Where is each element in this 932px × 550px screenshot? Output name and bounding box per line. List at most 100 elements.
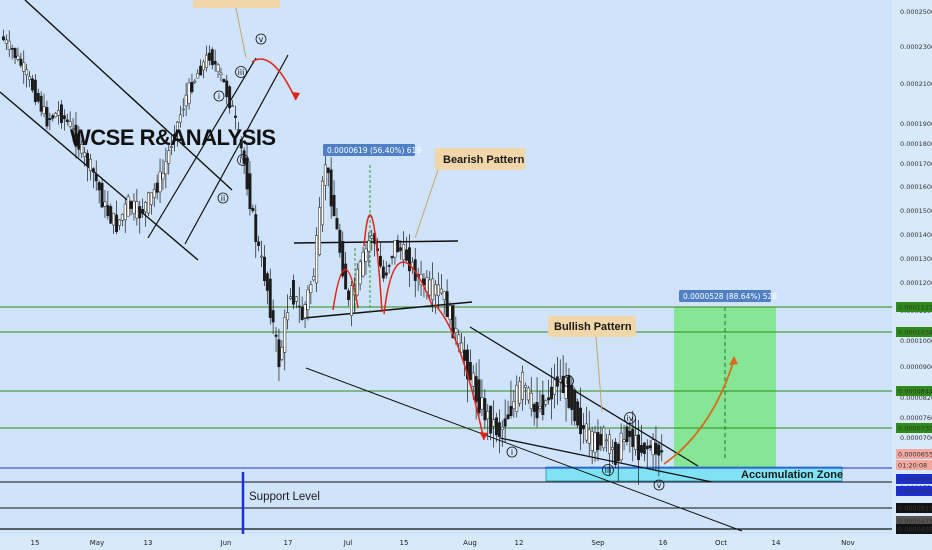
candle-body bbox=[228, 86, 232, 109]
arc-right-shoulder bbox=[383, 261, 433, 315]
candle-body bbox=[628, 430, 632, 437]
x-tick-label: 15 bbox=[400, 539, 409, 547]
candle-body bbox=[576, 401, 580, 426]
candle-body bbox=[181, 108, 185, 111]
candle-body bbox=[442, 291, 446, 300]
candle-body bbox=[219, 72, 223, 75]
candle-body bbox=[555, 376, 559, 387]
candle-body bbox=[97, 182, 101, 191]
candle-body bbox=[477, 379, 481, 414]
candle-body bbox=[480, 397, 484, 410]
price-tag-box bbox=[896, 386, 932, 396]
candle-body bbox=[381, 266, 385, 279]
arc-top bbox=[251, 58, 297, 101]
candle-body bbox=[648, 445, 652, 449]
candle-body bbox=[161, 172, 165, 180]
wave-circle-i-low bbox=[506, 446, 518, 458]
candle-body bbox=[251, 207, 255, 212]
falling-wedge-upper bbox=[469, 326, 699, 467]
candle-body bbox=[173, 133, 177, 141]
price-tag-box bbox=[896, 449, 932, 459]
candle-body bbox=[651, 439, 655, 456]
falling-wedge-lower bbox=[499, 437, 713, 483]
candle-body bbox=[593, 432, 597, 453]
candle-body bbox=[599, 434, 603, 446]
bearish-arcs bbox=[251, 58, 485, 441]
candle-body bbox=[170, 146, 174, 148]
candle-body bbox=[344, 263, 348, 290]
candle-body bbox=[471, 372, 475, 387]
candle-body bbox=[434, 284, 438, 296]
candle-body bbox=[637, 434, 640, 461]
price-tag-box bbox=[896, 524, 932, 534]
candle-body bbox=[402, 244, 406, 261]
wave-iii-up: iii bbox=[238, 68, 245, 77]
arrow-head-1 bbox=[292, 92, 300, 100]
y-tick-label: 0.0001900 bbox=[900, 120, 932, 128]
candle-body bbox=[242, 150, 246, 165]
candle-body bbox=[619, 432, 623, 461]
candle-body bbox=[292, 280, 295, 305]
candle-body bbox=[634, 435, 638, 451]
candle-body bbox=[326, 167, 330, 174]
candle-body bbox=[642, 442, 646, 454]
price-tag-label: 0.0001034 bbox=[898, 329, 932, 337]
candle-body bbox=[77, 134, 81, 150]
y-tick-label: 0.0002100 bbox=[900, 80, 932, 88]
candle-body bbox=[500, 426, 504, 430]
candle-body bbox=[196, 73, 200, 79]
candle-body bbox=[164, 161, 168, 175]
wave-i-up: i bbox=[218, 92, 220, 101]
x-tick-label: Oct bbox=[715, 539, 727, 547]
candle-body bbox=[205, 54, 208, 68]
candle-body bbox=[524, 385, 527, 388]
candle-body bbox=[463, 349, 467, 361]
candle-body bbox=[277, 339, 281, 368]
candle-body bbox=[239, 139, 243, 149]
candle-body bbox=[605, 439, 609, 442]
candle-body bbox=[547, 397, 551, 401]
candle-body bbox=[39, 95, 43, 112]
wave-circle-ii-low bbox=[562, 375, 574, 387]
watermark-text: WCSE R&ANALYSIS bbox=[70, 125, 276, 150]
candle-body bbox=[152, 189, 156, 199]
x-tick-label: 14 bbox=[772, 539, 781, 547]
candle-body bbox=[535, 402, 539, 419]
candle-body bbox=[135, 201, 139, 219]
candle-body bbox=[582, 425, 585, 430]
y-tick-label: 0.0000900 bbox=[900, 363, 932, 371]
y-tick-label: 0.0001400 bbox=[900, 231, 932, 239]
candle-body bbox=[57, 110, 60, 116]
price-tag-box bbox=[896, 423, 932, 433]
candle-body bbox=[558, 379, 562, 383]
wedge-lower-line bbox=[184, 54, 289, 245]
x-tick-label: 12 bbox=[515, 539, 524, 547]
candle-body bbox=[364, 248, 368, 262]
candle-body bbox=[263, 256, 266, 282]
candle-body bbox=[399, 247, 403, 251]
candle-body bbox=[118, 219, 121, 226]
x-tick-label: 15 bbox=[31, 539, 40, 547]
candle-body bbox=[126, 196, 130, 217]
y-tick-label: 0.0001000 bbox=[900, 337, 932, 345]
support-level-label: Support Level bbox=[249, 491, 320, 503]
wave-v-up: v bbox=[259, 35, 264, 44]
candle-body bbox=[526, 387, 530, 401]
candle-body bbox=[167, 150, 171, 164]
price-tag-label: 0.0000618 bbox=[898, 476, 932, 484]
candle-body bbox=[466, 349, 469, 380]
candle-body bbox=[225, 80, 229, 98]
candle-body bbox=[245, 157, 249, 190]
bullish-callout-text: Bullish Pattern bbox=[554, 321, 632, 333]
candle-body bbox=[149, 192, 153, 205]
wave-iii-low: iii bbox=[605, 466, 612, 475]
projection-arrow-head bbox=[729, 356, 738, 365]
candle-body bbox=[521, 371, 524, 400]
candle-body bbox=[338, 229, 342, 253]
candle-body bbox=[529, 392, 533, 410]
candle-body bbox=[144, 202, 148, 213]
wave-iv-low: iv bbox=[627, 414, 634, 423]
